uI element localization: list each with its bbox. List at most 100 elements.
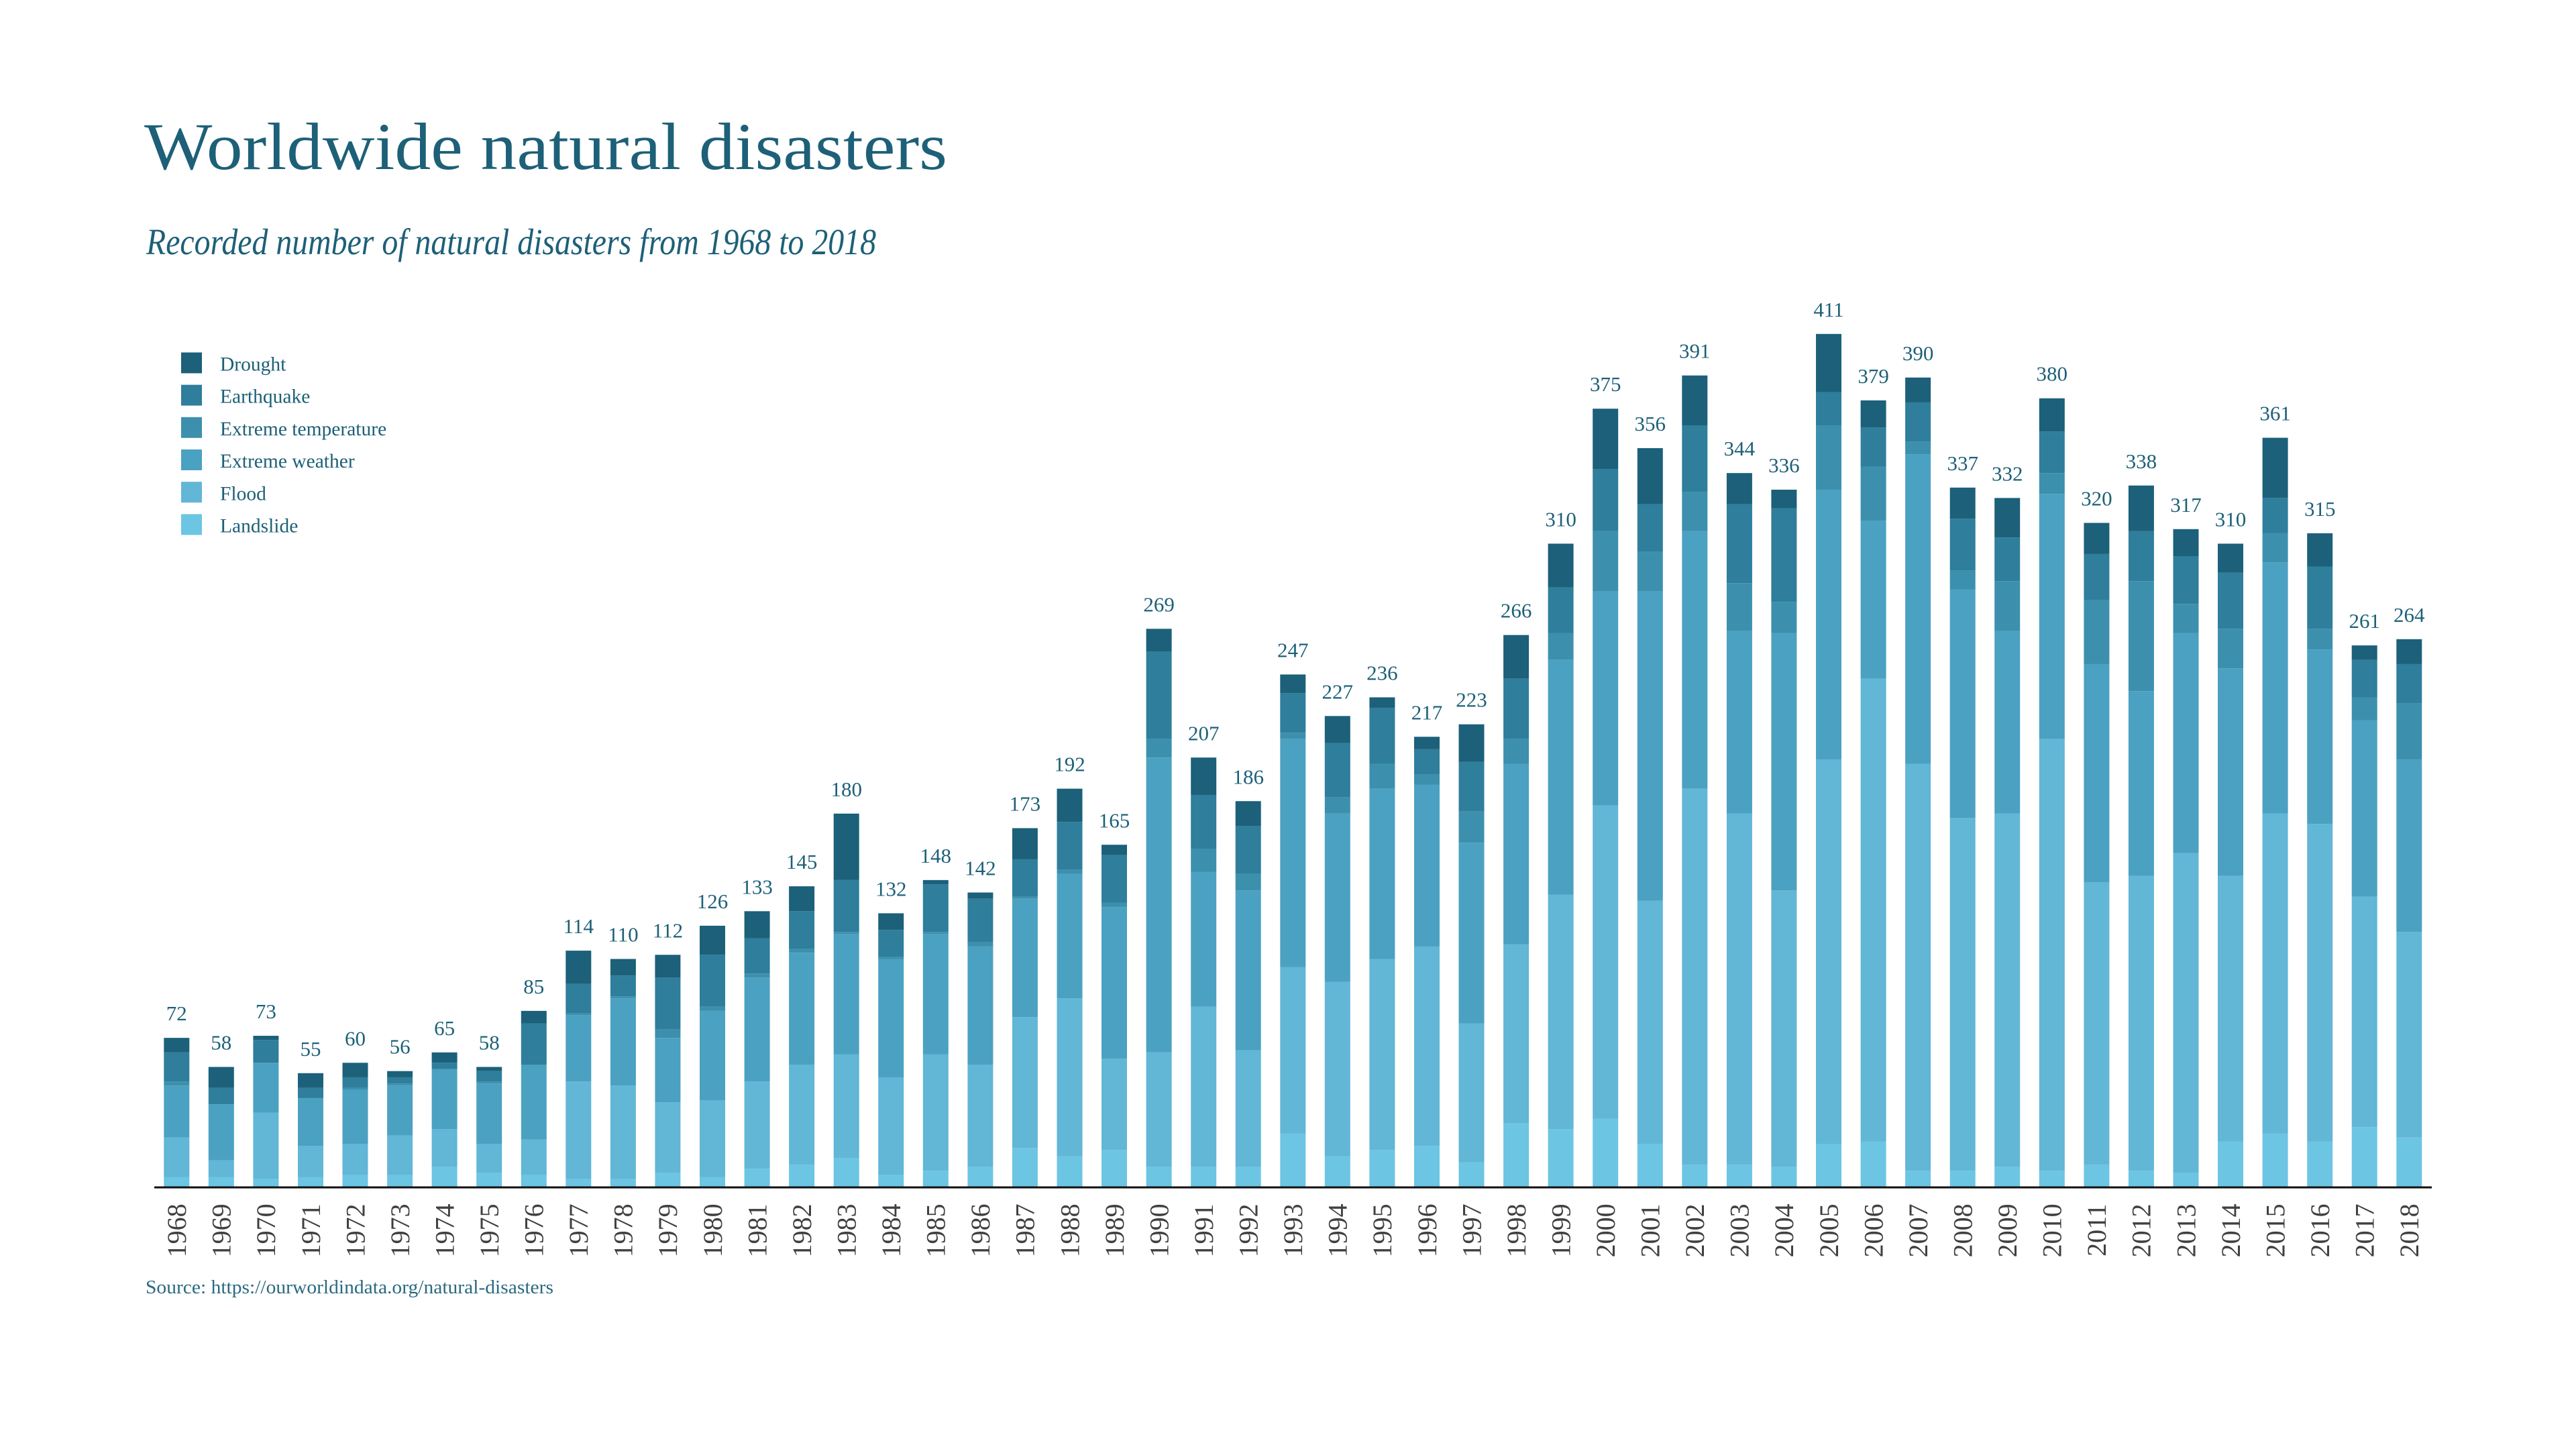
svg-text:1981: 1981 <box>742 1203 772 1257</box>
svg-text:1979: 1979 <box>653 1203 683 1257</box>
svg-text:145: 145 <box>786 850 818 873</box>
svg-text:1978: 1978 <box>608 1203 639 1257</box>
svg-text:65: 65 <box>434 1016 455 1040</box>
svg-text:133: 133 <box>741 875 773 898</box>
svg-text:411: 411 <box>1813 298 1843 321</box>
svg-text:1969: 1969 <box>207 1203 237 1257</box>
svg-text:2004: 2004 <box>1769 1203 1799 1257</box>
svg-text:310: 310 <box>2215 507 2247 531</box>
svg-text:1972: 1972 <box>340 1203 370 1257</box>
svg-text:1998: 1998 <box>1501 1203 1532 1257</box>
svg-text:1973: 1973 <box>385 1203 415 1257</box>
svg-text:1993: 1993 <box>1278 1203 1308 1257</box>
svg-text:1968: 1968 <box>162 1203 192 1257</box>
svg-text:Earthquake: Earthquake <box>220 386 310 408</box>
svg-text:2014: 2014 <box>2216 1203 2246 1257</box>
svg-text:56: 56 <box>390 1035 411 1059</box>
svg-text:332: 332 <box>1992 462 2023 485</box>
svg-text:2018: 2018 <box>2394 1203 2424 1257</box>
svg-text:2012: 2012 <box>2127 1203 2157 1257</box>
svg-text:192: 192 <box>1054 753 1085 776</box>
svg-text:2017: 2017 <box>2350 1203 2380 1257</box>
svg-text:Drought: Drought <box>220 354 286 376</box>
svg-text:1995: 1995 <box>1367 1203 1397 1257</box>
svg-text:126: 126 <box>697 890 729 913</box>
svg-text:142: 142 <box>965 857 996 880</box>
svg-text:247: 247 <box>1277 638 1309 661</box>
svg-text:2016: 2016 <box>2305 1203 2335 1257</box>
svg-text:2005: 2005 <box>1814 1203 1844 1257</box>
svg-text:2001: 2001 <box>1635 1203 1666 1257</box>
svg-text:1974: 1974 <box>429 1203 460 1257</box>
svg-text:236: 236 <box>1366 661 1398 685</box>
svg-text:269: 269 <box>1143 592 1175 616</box>
svg-text:112: 112 <box>653 918 683 942</box>
svg-text:261: 261 <box>2349 609 2380 633</box>
svg-text:1982: 1982 <box>787 1203 817 1257</box>
svg-text:1990: 1990 <box>1144 1203 1174 1257</box>
svg-text:1991: 1991 <box>1189 1203 1219 1257</box>
svg-text:264: 264 <box>2394 603 2425 627</box>
svg-text:110: 110 <box>608 923 638 947</box>
svg-text:1986: 1986 <box>965 1203 996 1257</box>
svg-text:338: 338 <box>2126 449 2157 473</box>
svg-text:1975: 1975 <box>474 1203 504 1257</box>
svg-text:310: 310 <box>1545 507 1576 531</box>
svg-text:1994: 1994 <box>1323 1203 1353 1257</box>
svg-text:58: 58 <box>479 1031 500 1055</box>
svg-text:Worldwide natural disasters: Worldwide natural disasters <box>144 109 947 184</box>
svg-text:1984: 1984 <box>876 1203 906 1257</box>
svg-text:186: 186 <box>1232 765 1264 788</box>
svg-text:344: 344 <box>1724 437 1756 460</box>
svg-text:1977: 1977 <box>564 1203 594 1257</box>
svg-text:337: 337 <box>1947 451 1978 475</box>
svg-text:1980: 1980 <box>698 1203 728 1257</box>
svg-text:217: 217 <box>1411 700 1443 724</box>
svg-text:Landslide: Landslide <box>220 516 298 537</box>
svg-text:2011: 2011 <box>2082 1203 2112 1256</box>
svg-text:2015: 2015 <box>2260 1203 2290 1257</box>
svg-text:317: 317 <box>2170 493 2202 517</box>
svg-text:Extreme temperature: Extreme temperature <box>220 419 386 440</box>
svg-text:165: 165 <box>1099 808 1130 832</box>
svg-text:72: 72 <box>166 1002 187 1025</box>
svg-text:1988: 1988 <box>1055 1203 1085 1257</box>
svg-text:60: 60 <box>345 1026 366 1050</box>
svg-text:2003: 2003 <box>1725 1203 1755 1257</box>
svg-text:1983: 1983 <box>832 1203 862 1257</box>
svg-text:180: 180 <box>830 777 862 801</box>
svg-text:1992: 1992 <box>1234 1203 1264 1257</box>
svg-text:361: 361 <box>2259 402 2291 425</box>
svg-text:227: 227 <box>1322 680 1354 703</box>
svg-text:320: 320 <box>2081 487 2112 511</box>
svg-text:2010: 2010 <box>2037 1203 2068 1257</box>
svg-text:2002: 2002 <box>1680 1203 1710 1257</box>
svg-text:Flood: Flood <box>220 483 266 504</box>
svg-text:1970: 1970 <box>251 1203 281 1257</box>
svg-text:2008: 2008 <box>1948 1203 1978 1257</box>
svg-text:1985: 1985 <box>921 1203 951 1257</box>
svg-text:55: 55 <box>301 1037 321 1061</box>
svg-text:390: 390 <box>1902 341 1934 365</box>
svg-text:73: 73 <box>256 1000 276 1023</box>
svg-text:2000: 2000 <box>1591 1203 1621 1257</box>
svg-text:1999: 1999 <box>1546 1203 1576 1257</box>
svg-text:2007: 2007 <box>1903 1203 1933 1257</box>
svg-text:266: 266 <box>1501 599 1532 623</box>
svg-text:380: 380 <box>2037 362 2068 386</box>
svg-text:207: 207 <box>1188 721 1220 745</box>
svg-text:132: 132 <box>875 877 907 900</box>
svg-text:379: 379 <box>1858 364 1889 388</box>
svg-text:1997: 1997 <box>1456 1203 1487 1257</box>
svg-text:2006: 2006 <box>1858 1203 1888 1257</box>
svg-text:85: 85 <box>523 975 544 998</box>
svg-text:114: 114 <box>564 914 594 938</box>
svg-text:Extreme weather: Extreme weather <box>220 451 355 472</box>
svg-text:2009: 2009 <box>1992 1203 2023 1257</box>
svg-text:375: 375 <box>1590 372 1621 396</box>
svg-text:2013: 2013 <box>2171 1203 2201 1257</box>
svg-text:1996: 1996 <box>1412 1203 1442 1257</box>
svg-text:315: 315 <box>2304 497 2336 521</box>
svg-text:223: 223 <box>1456 688 1487 712</box>
svg-text:391: 391 <box>1679 339 1711 363</box>
